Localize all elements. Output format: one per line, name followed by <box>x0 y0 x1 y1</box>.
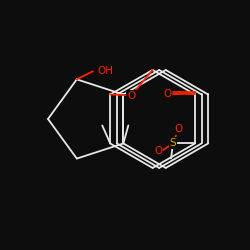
Text: O: O <box>154 146 162 156</box>
Text: O: O <box>127 91 136 101</box>
Text: O: O <box>174 124 182 134</box>
Text: OH: OH <box>98 66 114 76</box>
Text: O: O <box>163 90 171 100</box>
Text: S: S <box>170 138 176 148</box>
